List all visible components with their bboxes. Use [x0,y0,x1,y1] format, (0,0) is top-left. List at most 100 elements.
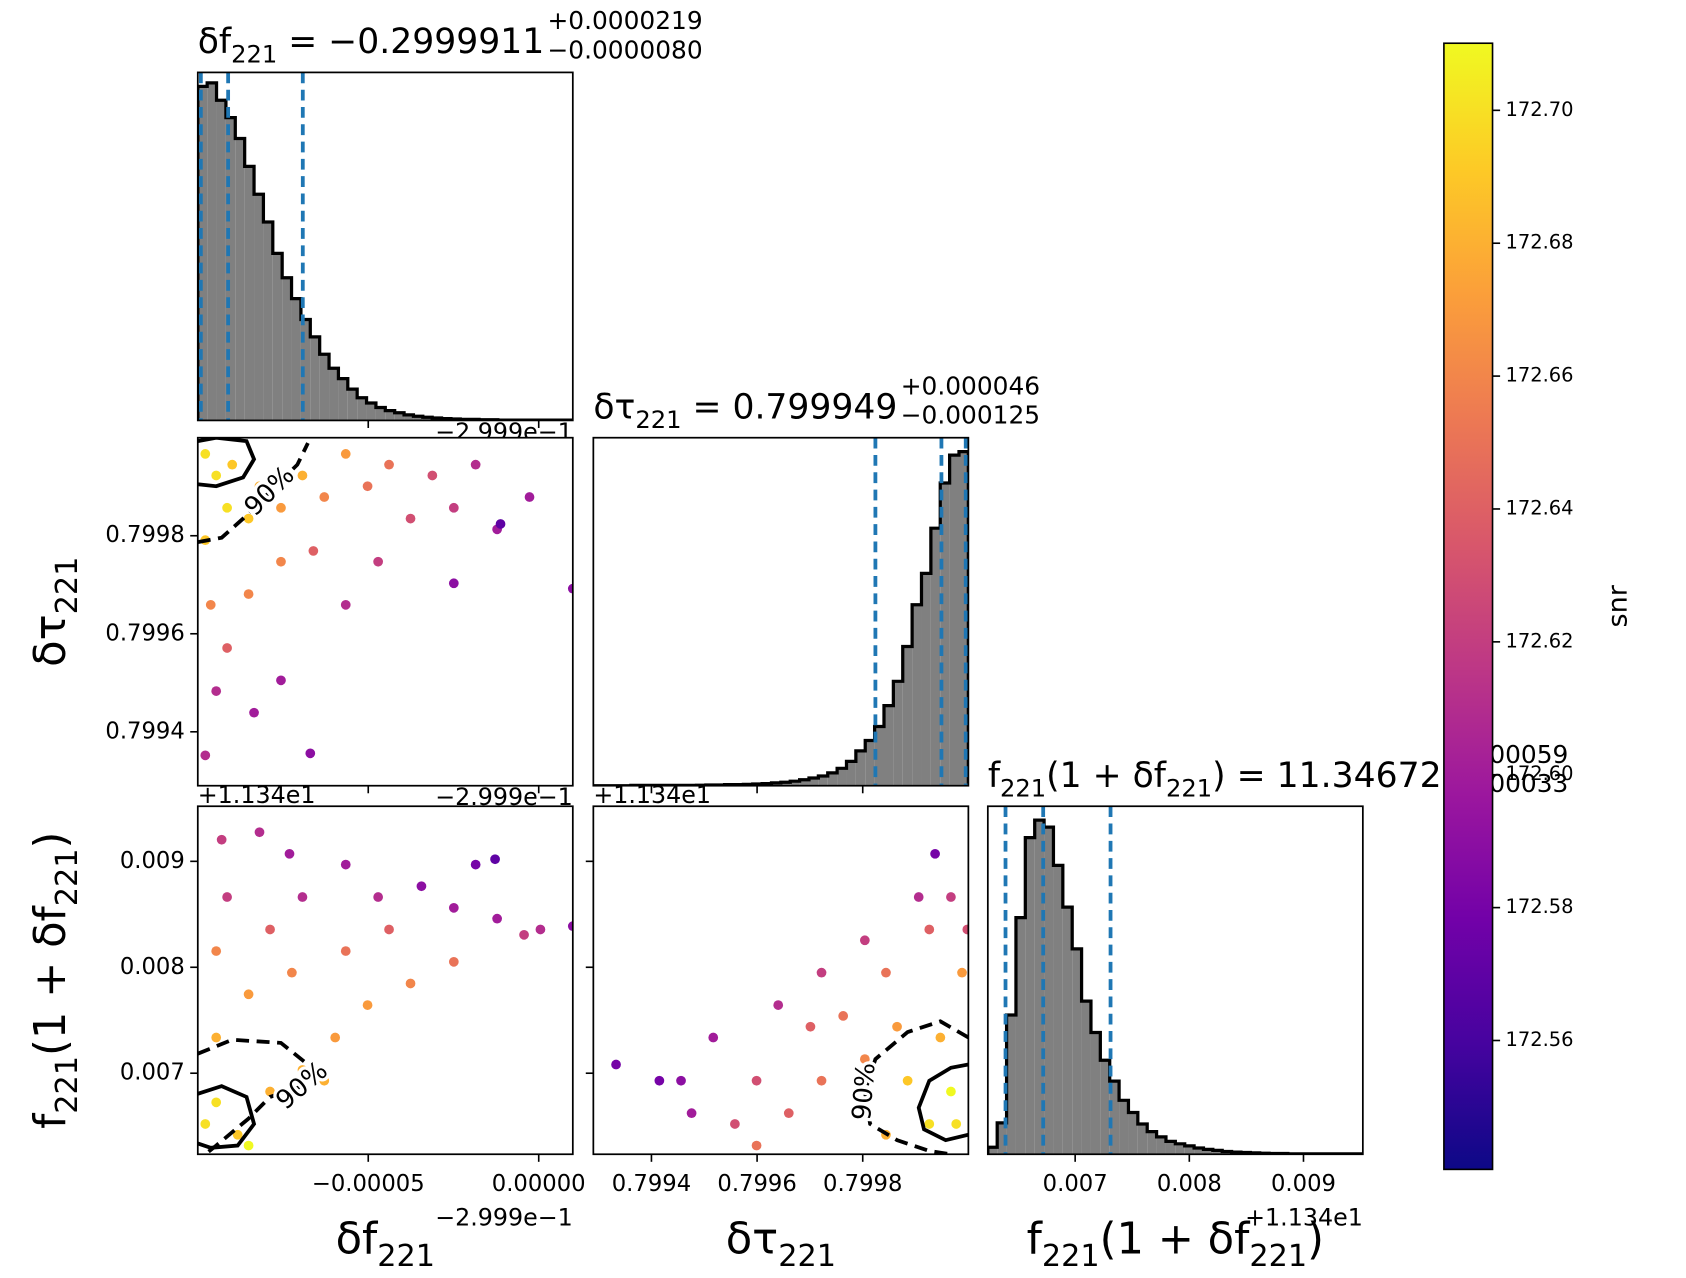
scatter-point [448,578,459,589]
scatter-point [686,1108,697,1119]
colorbar-tick-label: 172.70 [1506,98,1574,121]
hist-bar [818,775,828,786]
scatter-point [373,556,384,567]
scatter-point [492,913,502,924]
hist-bar [987,1147,998,1155]
scatter-point [773,1000,784,1010]
panel-frame [986,805,1364,1156]
scatter-point [243,589,254,599]
hist-bar [1194,1147,1204,1155]
hist-bar [874,726,884,786]
hist-bar [404,414,414,421]
title-upper-error: +0.0000219 [547,6,702,35]
scatter-point [243,989,254,1000]
text-segment: f [988,756,1001,796]
scatter-point [859,1054,870,1064]
y-tick-label: 0.009 [120,848,185,874]
hist-bar [282,277,292,421]
x-tick-label: 0.00000 [492,1171,586,1197]
scatter-point [297,892,308,902]
text-segment: (1 + δf [1046,756,1167,796]
scatter-point [951,1119,962,1129]
scatter-point [448,502,459,513]
x-tick-label: −0.00005 [312,1171,425,1197]
scatter-point [265,1086,275,1097]
hist-bar [375,407,386,421]
subscript: 221 [1249,1239,1307,1274]
scatter-point [249,707,259,718]
hist-bar [855,750,866,786]
hist-bar [254,194,264,421]
hist-bar [1156,1136,1166,1155]
hist-bar [216,100,226,421]
y-tick-label: 0.007 [120,1060,185,1086]
scatter-point [913,892,924,902]
hist-bar [207,82,217,421]
scatter-point [319,1075,330,1086]
scatter-point [946,892,956,902]
scatter-point [373,892,384,902]
hist-bar [1147,1131,1157,1155]
scatter-point [340,449,351,459]
scatter-point [287,967,297,978]
hist-bar [300,319,311,421]
text-segment: = −0.2999911 [277,22,544,62]
text-segment: ) [1307,1215,1324,1265]
scatter-point [730,1119,740,1129]
text-segment: ) [26,832,76,849]
scatter-point [384,459,394,470]
scatter-point [243,513,254,524]
hist-bar [291,298,301,421]
hist-bar [827,772,838,786]
scatter-point [448,902,459,913]
hist-bar [1109,1081,1120,1155]
scatter-point [935,1032,946,1043]
y-tick-label: 0.7998 [105,522,184,548]
hist-bar [310,336,320,421]
x-tick-label: 0.7998 [823,1171,902,1197]
panel-content [197,72,573,421]
panel-background [593,806,969,1155]
scatter-point [200,750,211,761]
scatter-point [211,686,222,696]
hist-bar [1212,1150,1223,1155]
panel-frame [196,805,574,1156]
hist-bar [997,1122,1007,1155]
text-segment: f [26,1112,76,1129]
y-tick-label: 0.7996 [105,620,184,646]
hist-bar [930,528,941,786]
contour [862,1019,969,1155]
scatter-point [211,470,222,481]
panel-background [197,437,573,786]
scatter-point [490,854,500,865]
hist-bar [902,646,913,786]
scatter-point [319,492,330,502]
subscript: 221 [50,1056,85,1114]
text-segment: δτ [593,387,635,427]
scatter-point [654,1075,665,1086]
scatter-point [211,1097,222,1108]
hist-bar [949,455,959,786]
subscript: 221 [377,1239,435,1274]
scatter-point [276,502,286,513]
subscript: 221 [50,557,85,615]
x-tick-label: 0.7994 [612,1171,691,1197]
subscript: 221 [50,848,85,906]
text-segment: δf [198,22,232,62]
scatter-point [783,1108,794,1119]
hist-bar [808,778,819,786]
scatter-point [284,848,295,859]
scatter-point [243,1140,254,1151]
scatter-point [211,946,222,956]
hist-bar [1137,1123,1148,1155]
text-segment: (1 + δf [1100,1215,1251,1265]
hist-bar [272,253,283,421]
contour [197,437,257,489]
hist-bar [865,740,875,786]
hist-bar [225,117,236,421]
hist-bar [846,761,856,786]
subscript: 221 [635,406,681,434]
y-offset-text: +1.134e1 [198,781,316,809]
scatter-point [924,1119,935,1129]
